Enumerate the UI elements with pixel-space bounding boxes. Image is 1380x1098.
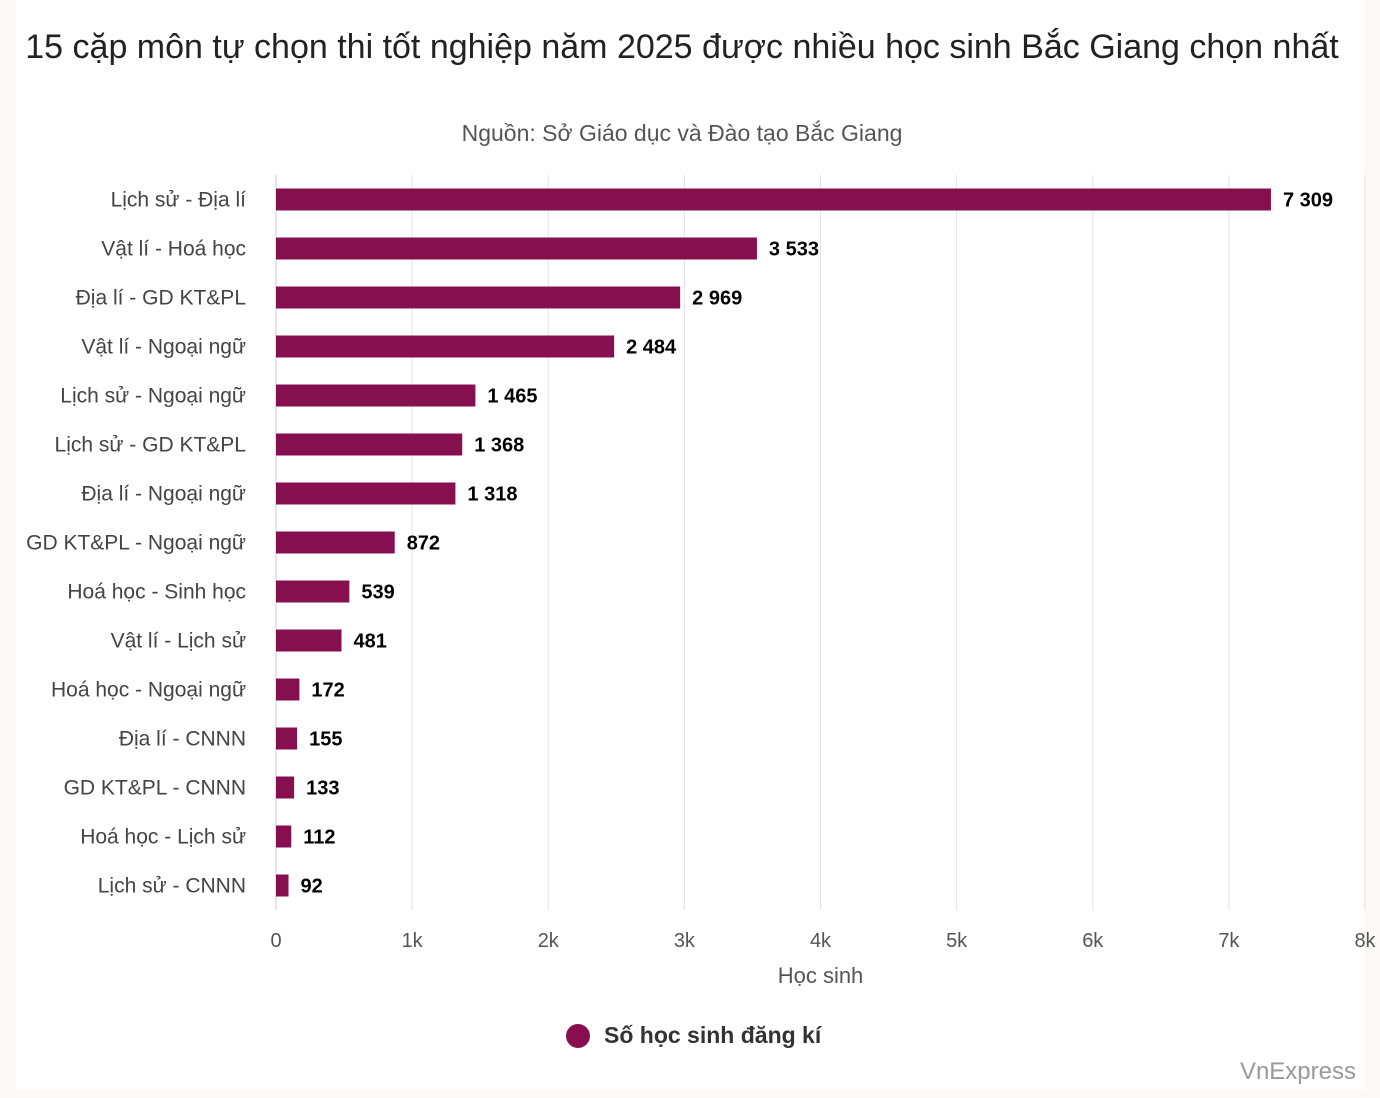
data-label: 481 (353, 631, 386, 653)
bar (276, 188, 1271, 211)
category-label: GD KT&PL - CNNN (64, 777, 246, 800)
source-credit: VnExpress (1239, 1058, 1356, 1085)
data-label: 155 (309, 729, 342, 751)
data-label: 3 533 (769, 239, 819, 261)
data-label: 1 318 (467, 484, 517, 506)
data-label: 539 (361, 582, 394, 604)
chart-subtitle: Nguồn: Sở Giáo dục và Đào tạo Bắc Giang (461, 120, 903, 146)
x-tick-label: 3k (674, 930, 696, 952)
legend-item[interactable]: Số học sinh đăng kí (566, 1022, 821, 1049)
bar (276, 384, 476, 407)
x-axis-title: Học sinh (778, 963, 864, 988)
bar (276, 335, 615, 358)
data-label: 2 969 (692, 288, 742, 310)
bar (276, 482, 456, 505)
category-label: Lịch sử - Địa lí (111, 189, 247, 212)
category-label: Địa lí - Ngoại ngữ (81, 483, 246, 506)
data-label: 112 (303, 827, 335, 849)
x-tick-label: 0 (270, 930, 281, 952)
data-label: 92 (301, 876, 323, 898)
bar-chart: 0 1k 2k 3k 4k 5k 6k 7k 8k Lịch sử - Địa lí 7 309 Vậ… (26, 175, 1377, 988)
data-label: 133 (306, 778, 339, 800)
bar (276, 531, 395, 554)
category-label: Vật lí - Lịch sử (111, 630, 246, 653)
bar (276, 629, 342, 652)
legend-marker-icon (566, 1023, 590, 1048)
bar (276, 237, 757, 260)
chart-card (16, 0, 1364, 1090)
x-tick-label: 1k (402, 930, 424, 952)
category-label: Vật lí - Ngoại ngữ (81, 336, 246, 359)
category-label: GD KT&PL - Ngoại ngữ (26, 532, 246, 555)
bar (276, 825, 292, 848)
category-label: Lịch sử - GD KT&PL (55, 434, 246, 457)
bar (276, 433, 463, 456)
data-label: 872 (407, 533, 440, 555)
category-label: Địa lí - GD KT&PL (76, 287, 246, 310)
x-tick-label: 6k (1082, 930, 1104, 952)
bar (276, 727, 298, 750)
x-tick-label: 7k (1218, 930, 1240, 952)
data-label: 1 368 (474, 435, 524, 457)
bar (276, 286, 681, 309)
x-tick-label: 8k (1354, 930, 1376, 952)
data-label: 172 (311, 680, 344, 702)
data-label: 2 484 (626, 337, 677, 359)
bar (276, 678, 300, 701)
category-label: Hoá học - Lịch sử (80, 826, 246, 849)
category-label: Vật lí - Hoá học (101, 238, 246, 261)
bar (276, 580, 350, 603)
category-label: Lịch sử - Ngoại ngữ (60, 385, 246, 408)
category-label: Lịch sử - CNNN (98, 875, 246, 898)
x-tick-label: 2k (538, 930, 560, 952)
x-tick-label: 5k (946, 930, 968, 952)
category-label: Hoá học - Sinh học (67, 581, 246, 604)
category-label: Địa lí - CNNN (119, 728, 246, 751)
data-label: 1 465 (487, 386, 537, 408)
bar (276, 776, 295, 799)
bar (276, 874, 289, 897)
legend-label: Số học sinh đăng kí (604, 1022, 822, 1048)
category-label: Hoá học - Ngoại ngữ (51, 679, 246, 702)
chart-title: 15 cặp môn tự chọn thi tốt nghiệp năm 20… (25, 28, 1339, 66)
x-tick-label: 4k (810, 930, 832, 952)
data-label: 7 309 (1283, 190, 1333, 212)
